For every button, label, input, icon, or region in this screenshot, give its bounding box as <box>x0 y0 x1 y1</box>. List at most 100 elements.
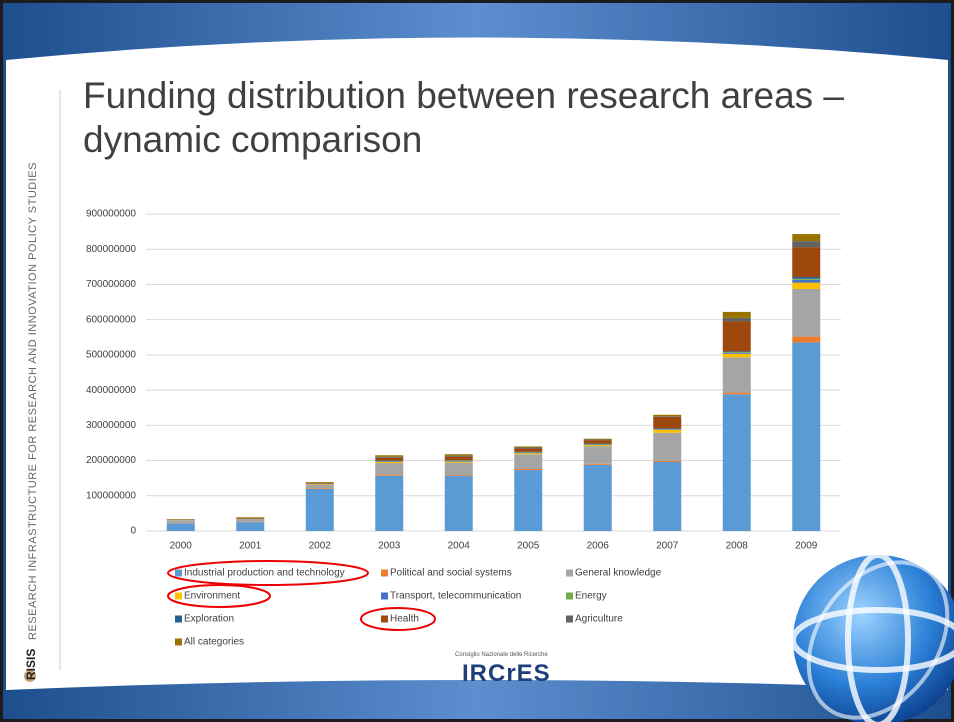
bar-segment <box>514 470 543 531</box>
bar-segment <box>375 463 404 475</box>
bar-segment <box>583 438 612 440</box>
y-tick-label: 700000000 <box>86 279 136 290</box>
bar-segment <box>444 456 473 461</box>
bar-segment <box>722 352 751 353</box>
bar-segment <box>792 282 821 290</box>
bar-segment <box>583 464 612 531</box>
bar-segment <box>583 463 612 465</box>
bar-segment <box>166 520 195 523</box>
legend-swatch <box>175 615 182 623</box>
legend-swatch <box>175 638 182 646</box>
y-tick-label: 400000000 <box>86 385 136 396</box>
annotation-ellipse <box>360 607 436 631</box>
bar-segment <box>305 482 334 483</box>
bar-segment <box>514 469 543 471</box>
bar-segment <box>444 461 473 463</box>
bar-segment <box>722 357 751 393</box>
legend-label: General knowledge <box>575 568 662 579</box>
legend-swatch <box>381 569 388 577</box>
bar-segment <box>792 241 821 248</box>
bar-segment <box>792 289 821 337</box>
bar-segment <box>583 445 612 447</box>
legend-swatch <box>381 592 388 600</box>
bar-segment <box>305 484 334 489</box>
brand-dot <box>24 670 36 682</box>
y-tick-label: 800000000 <box>86 244 136 255</box>
bar-segment <box>792 247 821 278</box>
bar-segment <box>514 448 543 452</box>
x-tick-label: 2005 <box>517 541 540 552</box>
bar-segment <box>653 416 682 417</box>
x-tick-label: 2009 <box>795 541 818 552</box>
bar-segment <box>236 522 265 531</box>
bar-segment <box>722 321 751 352</box>
legend-swatch <box>566 569 573 577</box>
annotations <box>167 560 436 631</box>
bar-segment <box>375 455 404 457</box>
x-tick-label: 2002 <box>309 541 332 552</box>
bar-segment <box>236 517 265 518</box>
bar-segment <box>792 277 821 279</box>
bar-segment <box>653 461 682 531</box>
y-tick-label: 200000000 <box>86 455 136 466</box>
bar-segment <box>792 278 821 280</box>
bar-segment <box>722 353 751 358</box>
bar-segment <box>236 517 265 519</box>
legend-label: Health <box>390 614 419 625</box>
legend-label: Environment <box>184 591 240 602</box>
y-tick-label: 0 <box>130 526 136 537</box>
bar-segment <box>375 461 404 462</box>
logo: IRCrES <box>462 660 551 687</box>
bar-segment <box>792 342 821 531</box>
y-tick-label: 300000000 <box>86 420 136 431</box>
bar-segment <box>792 336 821 343</box>
bar-segment <box>722 352 751 354</box>
bar-segment <box>444 474 473 476</box>
legend-swatch <box>381 615 388 623</box>
y-tick-label: 900000000 <box>86 209 136 220</box>
legend-label: Energy <box>575 591 607 602</box>
legend-swatch <box>175 592 182 600</box>
bar-segment <box>375 457 404 461</box>
legend-label: Transport, telecommunication <box>390 591 521 602</box>
bar-segment <box>792 279 821 283</box>
legend-label: Political and social systems <box>390 568 512 579</box>
bar-segment <box>583 439 612 441</box>
annotation-ellipse <box>167 584 271 608</box>
bar-segment <box>444 475 473 531</box>
bar-segment <box>653 429 682 433</box>
x-tick-label: 2004 <box>448 541 471 552</box>
legend-label: Agriculture <box>575 614 623 625</box>
bar-segment <box>722 351 751 353</box>
bar-segment <box>514 447 543 449</box>
bar-segment <box>514 452 543 454</box>
bar-segment <box>444 460 473 462</box>
bar-segment <box>514 446 543 448</box>
x-tick-label: 2007 <box>656 541 679 552</box>
bar-segment <box>583 440 612 444</box>
globe <box>790 552 954 722</box>
y-tick-label: 600000000 <box>86 314 136 325</box>
legend-swatch <box>175 569 182 577</box>
bar-segment <box>722 317 751 322</box>
bar-segment <box>375 474 404 476</box>
bar-segment <box>722 311 751 318</box>
y-tick-label: 500000000 <box>86 350 136 361</box>
bar-segment <box>514 454 543 470</box>
x-tick-label: 2006 <box>587 541 610 552</box>
bar-segment <box>653 416 682 429</box>
annotation-ellipse <box>167 560 369 586</box>
bar-segment <box>305 482 334 484</box>
bar-segment <box>305 488 334 531</box>
bar-segment <box>444 455 473 457</box>
bar-segment <box>444 454 473 456</box>
legend-label: Exploration <box>184 614 234 625</box>
legend-swatch <box>566 592 573 600</box>
legend-swatch <box>566 615 573 623</box>
bar-segment <box>375 475 404 531</box>
bar-segment <box>722 392 751 395</box>
logo-caption: Consiglio Nazionale delle Ricerche <box>455 652 548 658</box>
bar-segment <box>305 483 334 485</box>
